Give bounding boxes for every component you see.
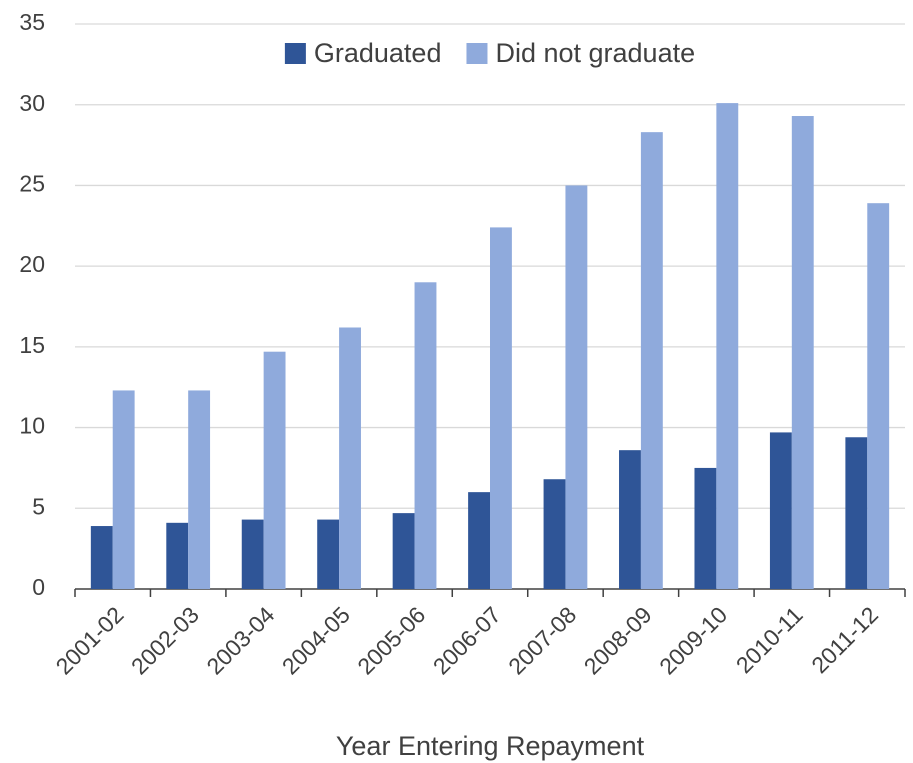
bar <box>414 282 437 589</box>
bar <box>716 103 739 589</box>
legend-label: Did not graduate <box>495 38 695 68</box>
y-tick-label: 5 <box>32 493 45 519</box>
legend-swatch <box>466 43 488 64</box>
x-tick-label: 2010-11 <box>731 601 808 678</box>
bar <box>339 327 361 589</box>
bar <box>90 526 113 589</box>
y-tick-label: 10 <box>19 413 45 439</box>
x-tick-label: 2007-08 <box>503 601 581 679</box>
bar <box>845 437 868 589</box>
x-tick-label: 2001-02 <box>50 601 128 679</box>
y-tick-label: 30 <box>19 90 45 116</box>
bar <box>867 203 890 589</box>
x-tick-label: 2004-05 <box>277 601 355 679</box>
bar <box>543 479 566 589</box>
bar <box>791 116 814 589</box>
y-tick-label: 15 <box>19 332 45 358</box>
x-tick-label: 2008-09 <box>579 601 657 679</box>
bar <box>769 432 792 589</box>
x-tick-label: 2003-04 <box>201 601 279 679</box>
bar <box>640 132 663 589</box>
x-axis-title: Year Entering Repayment <box>336 731 645 761</box>
bar <box>241 519 264 589</box>
x-tick-label: 2005-06 <box>352 601 430 679</box>
bar <box>188 390 211 589</box>
y-tick-label: 25 <box>19 171 45 197</box>
x-tick-label: 2009-10 <box>654 601 732 679</box>
x-tick-label: 2006-07 <box>428 601 506 679</box>
legend-label: Graduated <box>314 38 442 68</box>
bar <box>694 467 717 589</box>
bar <box>565 185 588 589</box>
y-tick-label: 35 <box>19 9 45 35</box>
legend-swatch <box>284 43 306 64</box>
bar <box>317 519 340 589</box>
x-tick-label: 2011-12 <box>806 601 883 678</box>
bar <box>468 492 490 589</box>
bar <box>490 227 512 589</box>
bar <box>112 390 135 589</box>
y-tick-label: 20 <box>19 251 45 277</box>
bar <box>619 450 641 589</box>
bar <box>392 513 415 589</box>
bar <box>166 522 189 589</box>
bar <box>263 351 286 589</box>
y-tick-label: 0 <box>32 574 45 600</box>
x-tick-label: 2002-03 <box>126 601 204 679</box>
